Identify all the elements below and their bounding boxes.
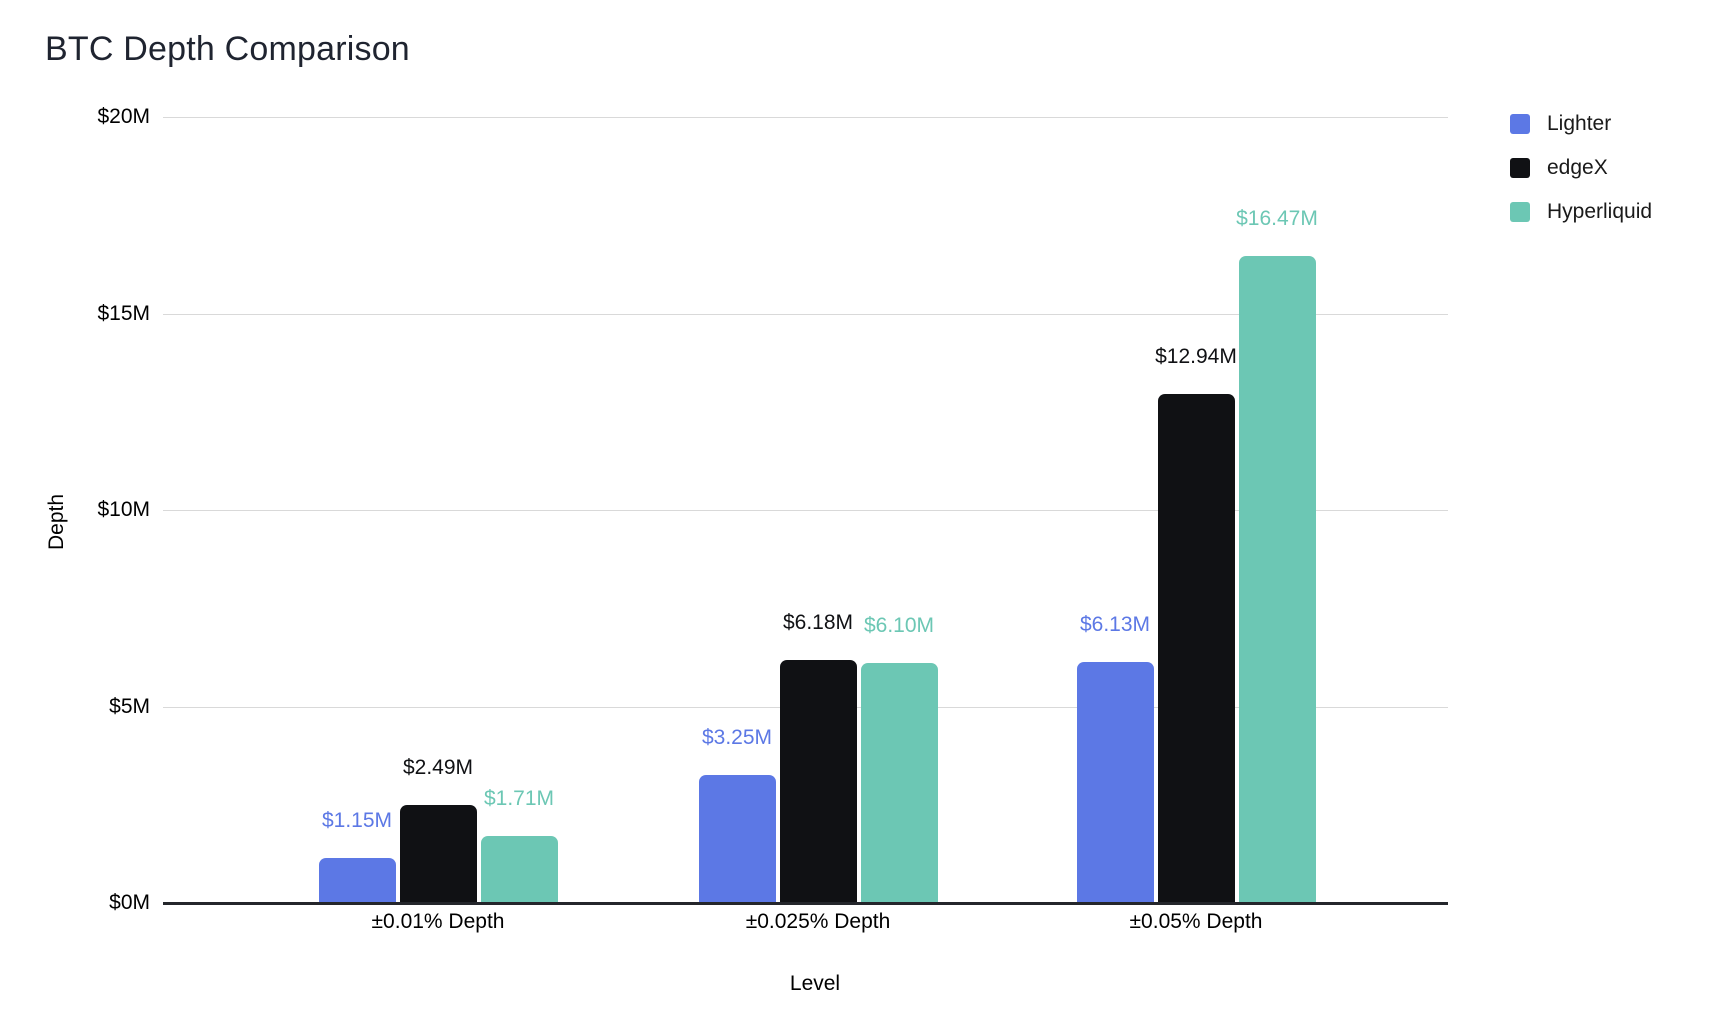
x-tick-label: ±0.01% Depth bbox=[371, 910, 505, 933]
legend-swatch-icon bbox=[1510, 158, 1530, 178]
bar-hyperliquid-2[interactable] bbox=[1238, 256, 1316, 903]
bar-hyperliquid-1[interactable] bbox=[860, 663, 938, 903]
legend: Lighter edgeX Hyperliquid bbox=[1510, 112, 1652, 224]
bar-lighter-1[interactable] bbox=[698, 775, 776, 903]
bar-value-label: $1.71M bbox=[483, 787, 555, 810]
bar-value-label: $16.47M bbox=[1236, 207, 1318, 230]
chart-title: BTC Depth Comparison bbox=[45, 30, 410, 68]
bar-value-label: $6.13M bbox=[1079, 613, 1151, 636]
bar-edgex-0[interactable] bbox=[399, 805, 477, 903]
x-axis-title: Level bbox=[789, 972, 841, 995]
bar-lighter-2[interactable] bbox=[1076, 662, 1154, 903]
legend-label: edgeX bbox=[1547, 156, 1608, 179]
y-tick-label: $10M bbox=[97, 498, 150, 521]
bar-value-label: $1.15M bbox=[321, 809, 393, 832]
gridline bbox=[163, 117, 1448, 118]
x-tick-label: ±0.025% Depth bbox=[745, 910, 891, 933]
gridline bbox=[163, 510, 1448, 511]
legend-label: Lighter bbox=[1547, 112, 1612, 135]
bar-value-label: $6.10M bbox=[863, 614, 935, 637]
x-tick-label: ±0.05% Depth bbox=[1129, 910, 1263, 933]
gridline bbox=[163, 313, 1448, 315]
bar-hyperliquid-0[interactable] bbox=[480, 836, 558, 903]
bar-edgex-1[interactable] bbox=[779, 660, 857, 903]
bar-edgex-2[interactable] bbox=[1157, 394, 1235, 903]
legend-item-edgex[interactable]: edgeX bbox=[1510, 156, 1652, 180]
legend-swatch-icon bbox=[1510, 202, 1530, 222]
x-axis-line bbox=[163, 902, 1448, 905]
bar-value-label: $6.18M bbox=[782, 611, 854, 634]
y-tick-label: $20M bbox=[97, 105, 150, 128]
legend-item-hyperliquid[interactable]: Hyperliquid bbox=[1510, 200, 1652, 224]
y-tick-label: $15M bbox=[97, 301, 150, 325]
legend-item-lighter[interactable]: Lighter bbox=[1510, 112, 1652, 136]
bar-lighter-0[interactable] bbox=[318, 858, 396, 903]
y-tick-label: $0M bbox=[109, 891, 150, 914]
bar-value-label: $12.94M bbox=[1155, 345, 1237, 368]
y-tick-label: $5M bbox=[109, 694, 150, 718]
legend-label: Hyperliquid bbox=[1547, 200, 1653, 223]
bar-value-label: $2.49M bbox=[402, 756, 474, 779]
legend-swatch-icon bbox=[1510, 114, 1530, 134]
bar-value-label: $3.25M bbox=[701, 726, 773, 749]
